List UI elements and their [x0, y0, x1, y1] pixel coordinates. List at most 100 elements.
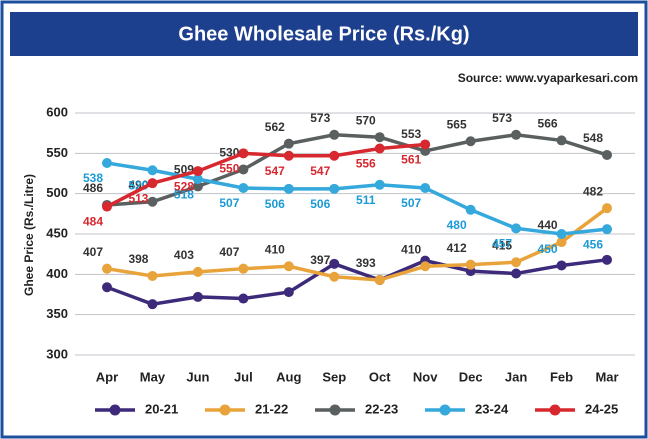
- y-tick-label: 300: [46, 346, 68, 361]
- point: [602, 203, 612, 214]
- point: [465, 136, 476, 147]
- data-label: 548: [583, 131, 603, 145]
- point: [102, 201, 112, 212]
- series-line: [106, 258, 608, 306]
- point: [602, 254, 612, 265]
- data-label: 511: [356, 193, 376, 207]
- point: [329, 150, 340, 161]
- point: [102, 263, 112, 274]
- y-tick-label: 500: [46, 185, 68, 200]
- point: [102, 282, 112, 293]
- point: [238, 148, 249, 159]
- point: [602, 224, 612, 235]
- point: [147, 165, 158, 176]
- point: [147, 299, 158, 310]
- data-label: 513: [128, 191, 148, 205]
- point: [192, 174, 203, 185]
- point: [556, 260, 567, 271]
- point: [465, 204, 476, 215]
- point: [283, 261, 294, 272]
- legend-marker: [219, 404, 231, 416]
- data-label: 440: [538, 218, 558, 232]
- x-tick-label: Nov: [413, 369, 438, 384]
- y-tick-label: 350: [46, 306, 68, 321]
- point: [329, 129, 340, 140]
- data-label: 538: [83, 171, 103, 185]
- point: [374, 274, 385, 285]
- legend-label: 23-24: [475, 401, 509, 416]
- x-tick-label: Jan: [505, 369, 527, 384]
- data-label: 412: [447, 241, 467, 255]
- y-tick-label: 600: [46, 104, 68, 119]
- legend-marker: [329, 404, 341, 416]
- point: [283, 183, 294, 194]
- legend-marker: [109, 404, 121, 416]
- y-tick-label: 450: [46, 225, 68, 240]
- series-line: [106, 206, 609, 282]
- data-label: 506: [310, 197, 330, 211]
- legend-label: 24-25: [585, 401, 618, 416]
- x-tick-label: Aug: [276, 369, 301, 384]
- source: Source: www.vyaparkesari.com: [458, 71, 638, 85]
- data-label: 566: [538, 117, 558, 131]
- data-label: 550: [219, 162, 239, 176]
- point: [329, 271, 340, 282]
- x-tick-label: Feb: [550, 369, 573, 384]
- point: [556, 229, 567, 239]
- data-label: 482: [583, 184, 603, 198]
- point: [511, 257, 522, 268]
- data-label: 506: [265, 197, 285, 211]
- y-tick-label: 400: [46, 266, 68, 281]
- point: [420, 139, 431, 150]
- point: [102, 158, 112, 169]
- x-tick-label: Dec: [459, 369, 483, 384]
- point: [511, 223, 522, 234]
- point: [238, 263, 249, 274]
- point: [283, 287, 294, 298]
- data-label: 410: [265, 242, 285, 256]
- legend-marker: [549, 404, 561, 416]
- legend-marker: [439, 404, 451, 416]
- chart-title: Ghee Wholesale Price (Rs./Kg): [178, 23, 469, 45]
- data-label: 518: [174, 187, 194, 201]
- data-label: 573: [492, 111, 512, 125]
- data-label: 398: [128, 252, 148, 266]
- x-tick-label: Mar: [595, 369, 618, 384]
- point: [283, 138, 294, 149]
- legend-label: 20-21: [145, 401, 178, 416]
- data-label: 457: [492, 237, 512, 251]
- x-tick-label: Oct: [369, 369, 391, 384]
- data-label: 547: [265, 164, 285, 178]
- data-label: 410: [401, 242, 421, 256]
- x-tick-label: Jul: [234, 369, 253, 384]
- point: [192, 291, 203, 302]
- data-label: 450: [538, 242, 558, 256]
- point: [420, 261, 431, 272]
- point: [329, 258, 340, 269]
- data-label: 407: [219, 245, 239, 259]
- data-label: 397: [310, 253, 330, 267]
- data-label: 507: [401, 196, 421, 210]
- point: [238, 183, 249, 194]
- data-label: 565: [447, 117, 467, 131]
- point: [192, 181, 203, 192]
- point: [602, 149, 612, 160]
- data-label: 403: [174, 248, 194, 262]
- point: [147, 270, 158, 281]
- point: [374, 132, 385, 143]
- y-axis-label: Ghee Price (Rs./Litre): [22, 174, 36, 296]
- point: [147, 196, 158, 207]
- data-label: 561: [401, 153, 421, 167]
- data-label: 393: [356, 256, 376, 270]
- series-line: [106, 133, 608, 207]
- series-line: [106, 142, 426, 209]
- point: [465, 259, 476, 270]
- y-tick-label: 550: [46, 145, 68, 160]
- data-label: 415: [492, 238, 512, 252]
- x-tick-label: Apr: [96, 369, 118, 384]
- point: [147, 178, 158, 189]
- point: [556, 237, 567, 248]
- data-label: 456: [583, 237, 603, 251]
